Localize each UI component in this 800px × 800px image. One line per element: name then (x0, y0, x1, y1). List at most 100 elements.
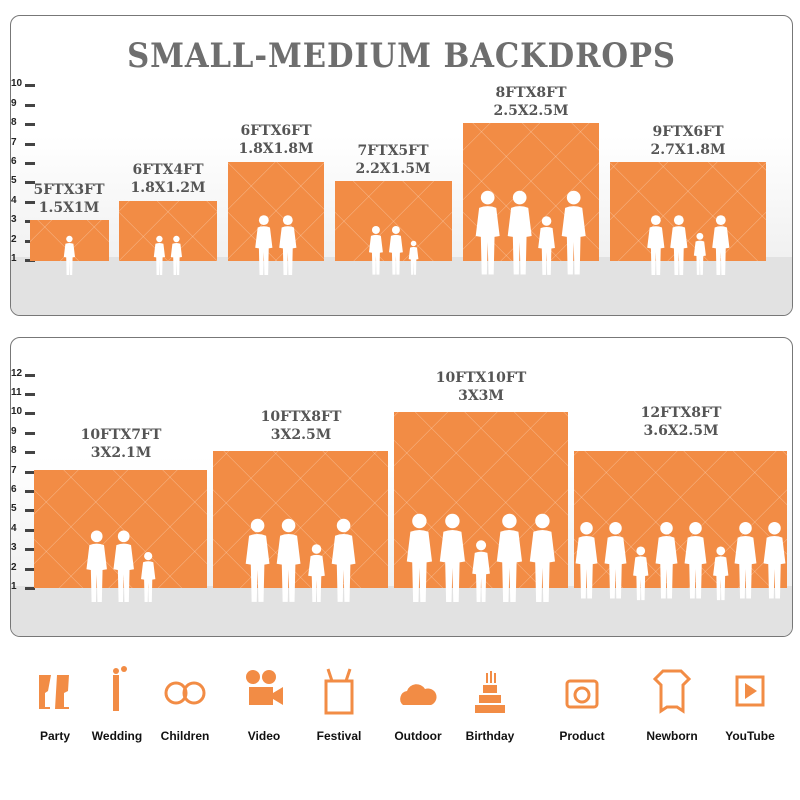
person-silhouette-icon (538, 216, 556, 275)
size-label: 5FTX3FT 1.5X1M (11, 181, 139, 217)
usage-label: Newborn (646, 729, 698, 743)
usage-newborn: Newborn (637, 665, 707, 743)
size-m: 2.7X1.8M (650, 142, 726, 158)
size-m: 1.8X1.8M (238, 141, 314, 157)
people-group (463, 189, 599, 275)
people-group (610, 214, 766, 275)
backdrop-6x4 (119, 201, 217, 275)
people-group (34, 529, 207, 602)
size-ft: 9FTX6FT (652, 124, 724, 140)
usage-label: Product (559, 729, 605, 743)
usage-birthday: Birthday (455, 665, 525, 743)
usage-youtube: YouTube (715, 665, 785, 743)
size-ft: 7FTX5FT (357, 143, 429, 159)
usage-label: YouTube (725, 729, 775, 743)
person-silhouette-icon (113, 530, 135, 602)
size-m: 3X2.5M (270, 427, 332, 443)
size-label: 8FTX8FT 2.5X2.5M (461, 84, 601, 120)
person-silhouette-icon (307, 543, 325, 602)
scale-tick: 5 (11, 503, 51, 514)
size-m: 1.8X1.2M (130, 180, 206, 196)
person-silhouette-icon (439, 513, 466, 602)
top-panel: SMALL-MEDIUM BACKDROPS 1 2 3 4 5 6 7 8 9 10 5FTX3… (10, 15, 793, 316)
size-ft: 6FTX4FT (132, 162, 204, 178)
gift-box-icon (324, 668, 354, 715)
camera-icon (565, 679, 599, 709)
size-label: 9FTX6FT 2.7X1.8M (618, 123, 758, 159)
size-label: 10FTX8FT 3X2.5M (231, 408, 371, 444)
person-silhouette-icon (655, 522, 677, 599)
film-camera-icon (246, 670, 283, 705)
person-silhouette-icon (763, 522, 786, 599)
person-silhouette-icon (255, 214, 273, 275)
person-silhouette-icon (408, 240, 419, 275)
usage-video: Video (229, 665, 299, 743)
people-group (574, 517, 787, 602)
cloud-icon (400, 684, 437, 705)
play-button-icon (735, 675, 765, 707)
person-silhouette-icon (388, 226, 403, 275)
size-ft: 10FTX7FT (80, 427, 162, 443)
backdrop-10x7 (34, 470, 207, 602)
scale-tick: 10 (11, 78, 51, 89)
backdrop-10x10 (394, 412, 568, 602)
person-silhouette-icon (140, 551, 156, 602)
scale-tick: 7 (11, 465, 51, 476)
usage-icons: Party Wedding Children Video Festival Outdoor… (0, 665, 800, 755)
size-m: 3.6X2.5M (643, 423, 719, 439)
usage-label: Party (39, 729, 71, 743)
scale-tick: 8 (11, 445, 51, 456)
size-label: 6FTX6FT 1.8X1.8M (206, 122, 346, 158)
size-ft: 12FTX8FT (640, 405, 722, 421)
person-silhouette-icon (693, 232, 706, 275)
usage-label: Wedding (91, 729, 143, 743)
person-silhouette-icon (170, 235, 182, 275)
scale-tick: 4 (11, 523, 51, 534)
people-group (228, 214, 324, 275)
person-silhouette-icon (245, 518, 270, 602)
backdrop-7x5 (335, 181, 452, 275)
person-silhouette-icon (63, 235, 76, 275)
wedding-couple-icon (113, 666, 127, 711)
backdrop-12x8 (574, 451, 787, 600)
backdrop-8x8 (463, 123, 599, 275)
champagne-glasses-icon (39, 675, 69, 709)
size-ft: 5FTX3FT (33, 182, 105, 198)
usage-label: Video (247, 729, 281, 743)
scale-tick: 6 (11, 484, 51, 495)
scale-tick: 10 (11, 406, 51, 417)
person-silhouette-icon (575, 522, 598, 599)
birthday-cake-icon (475, 671, 505, 713)
person-silhouette-icon (734, 522, 757, 599)
scale-tick: 7 (11, 137, 51, 148)
usage-children: Children (150, 665, 220, 743)
size-m: 3X2.1M (90, 445, 152, 461)
person-silhouette-icon (646, 214, 665, 275)
person-silhouette-icon (496, 513, 523, 602)
scale-tick: 12 (11, 368, 51, 379)
person-silhouette-icon (86, 530, 107, 602)
usage-label: Children (160, 729, 210, 743)
scale-tick: 1 (11, 581, 51, 592)
baby-onesie-icon (652, 669, 692, 714)
person-silhouette-icon (604, 522, 627, 599)
people-group (394, 512, 568, 602)
person-silhouette-icon (684, 522, 706, 599)
scale-tick: 2 (11, 562, 51, 573)
person-silhouette-icon (154, 235, 166, 275)
backdrop-10x8 (213, 451, 388, 602)
person-silhouette-icon (561, 191, 586, 275)
size-m: 3X3M (458, 388, 504, 404)
person-silhouette-icon (277, 518, 301, 602)
people-group (213, 517, 388, 602)
size-ft: 10FTX8FT (260, 409, 342, 425)
person-silhouette-icon (407, 513, 433, 602)
size-m: 2.2X1.5M (355, 161, 431, 177)
scale-tick: 3 (11, 542, 51, 553)
scale-tick: 5 (11, 175, 51, 186)
person-silhouette-icon (670, 214, 688, 275)
floor (11, 257, 792, 315)
people-group (335, 225, 452, 275)
bottom-panel: 1 2 3 4 5 6 7 8 9 10 11 12 10FTX7FT 3X2.1M 10FTX8FT 3… (10, 337, 793, 637)
size-ft: 6FTX6FT (240, 123, 312, 139)
